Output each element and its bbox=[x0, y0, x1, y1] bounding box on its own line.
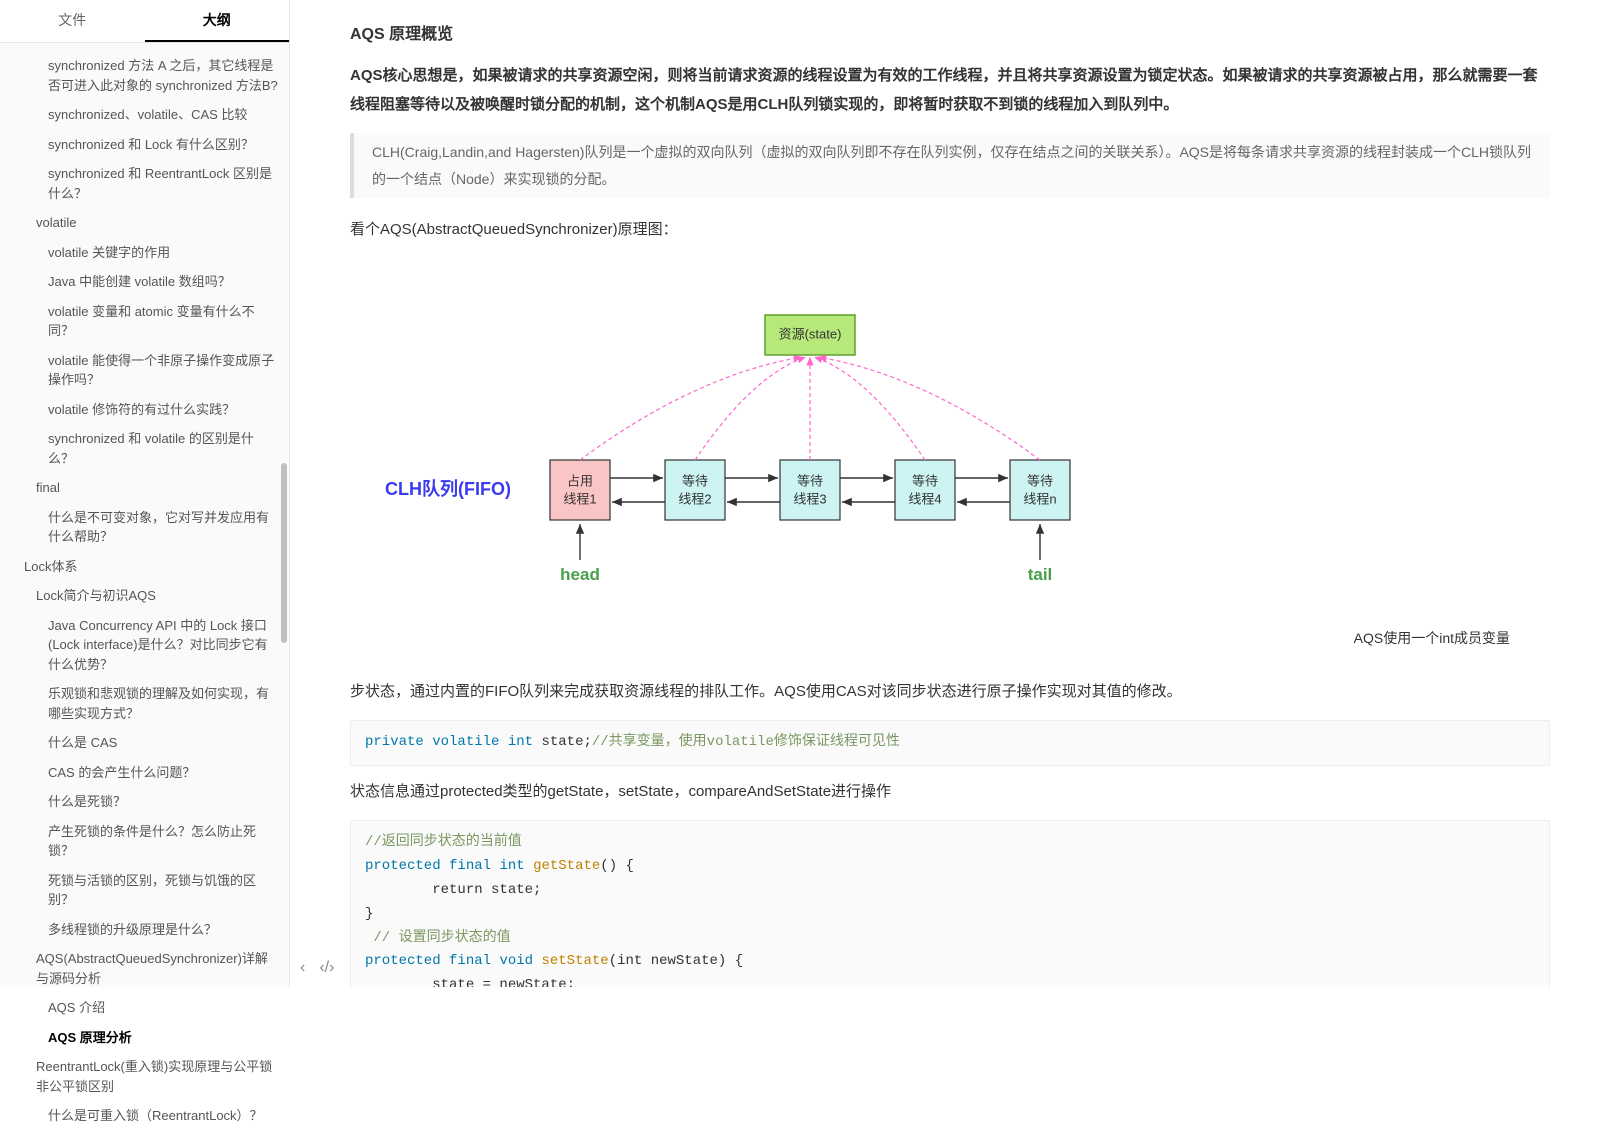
outline-item[interactable]: volatile 关键字的作用 bbox=[8, 238, 289, 268]
clh-quote: CLH(Craig,Landin,and Hagersten)队列是一个虚拟的双… bbox=[350, 133, 1550, 198]
head-node bbox=[550, 460, 610, 520]
node-line1: 等待 bbox=[1027, 473, 1053, 488]
outline-item[interactable]: synchronized 和 volatile 的区别是什么？ bbox=[8, 424, 289, 473]
outline-item[interactable]: 死锁与活锁的区别，死锁与饥饿的区别？ bbox=[8, 866, 289, 915]
outline-item[interactable]: 什么是可重入锁（ReentrantLock）？ bbox=[8, 1101, 289, 1131]
outline-item[interactable]: 乐观锁和悲观锁的理解及如何实现，有哪些实现方式？ bbox=[8, 679, 289, 728]
state-ref-arrow bbox=[818, 357, 1040, 460]
tail-label: tail bbox=[1028, 565, 1053, 584]
tab-outline[interactable]: 大纲 bbox=[145, 0, 290, 42]
outline-item[interactable]: Java 中能创建 volatile 数组吗？ bbox=[8, 267, 289, 297]
head-label: head bbox=[560, 565, 600, 584]
outline-item[interactable]: volatile bbox=[8, 208, 289, 238]
aqs-diagram: 资源(state) CLH队列(FIFO) 占用线程1 等待线程2 等待线程3 等待线程4… bbox=[350, 285, 1550, 648]
state-label: 资源(state) bbox=[779, 326, 842, 341]
outline-item[interactable]: 多线程锁的升级原理是什么？ bbox=[8, 915, 289, 945]
outline-item[interactable]: synchronized、volatile、CAS 比较 bbox=[8, 100, 289, 130]
node-line2: 线程1 bbox=[563, 491, 596, 506]
outline-item[interactable]: synchronized 方法 A 之后，其它线程是否可进入此对象的 synch… bbox=[8, 51, 289, 100]
code-block-state-methods: //返回同步状态的当前值 protected final int getStat… bbox=[350, 820, 1550, 987]
diagram-right-caption: AQS使用一个int成员变量 bbox=[350, 628, 1550, 648]
paragraph-fifo: 步状态，通过内置的FIFO队列来完成获取资源线程的排队工作。AQS使用CAS对该… bbox=[350, 678, 1550, 707]
bottom-nav: ‹ ‹/› bbox=[300, 959, 334, 977]
outline-item[interactable]: ReentrantLock(重入锁)实现原理与公平锁非公平锁区别 bbox=[8, 1052, 289, 1101]
wait-node bbox=[780, 460, 840, 520]
wait-node bbox=[895, 460, 955, 520]
outline-item[interactable]: volatile 能使得一个非原子操作变成原子操作吗？ bbox=[8, 346, 289, 395]
node-line1: 等待 bbox=[682, 473, 708, 488]
state-ref-arrow bbox=[580, 357, 802, 460]
outline-item[interactable]: Lock简介与初识AQS bbox=[8, 581, 289, 611]
outline-item[interactable]: volatile 变量和 atomic 变量有什么不同？ bbox=[8, 297, 289, 346]
paragraph-state-ops: 状态信息通过protected类型的getState，setState，comp… bbox=[350, 778, 1550, 807]
node-line2: 线程n bbox=[1023, 491, 1056, 506]
node-line1: 等待 bbox=[912, 473, 938, 488]
wait-node bbox=[1010, 460, 1070, 520]
outline-item[interactable]: synchronized 和 Lock 有什么区别？ bbox=[8, 130, 289, 160]
outline-item[interactable]: AQS 介绍 bbox=[8, 993, 289, 1023]
outline-item[interactable]: 什么是死锁？ bbox=[8, 787, 289, 817]
outline-item[interactable]: AQS 原理分析 bbox=[8, 1023, 289, 1053]
scrollbar-thumb[interactable] bbox=[281, 463, 287, 643]
outline-item[interactable]: volatile 修饰符的有过什么实践？ bbox=[8, 395, 289, 425]
node-line2: 线程2 bbox=[678, 491, 711, 506]
outline-item[interactable]: 什么是不可变对象，它对写并发应用有什么帮助？ bbox=[8, 503, 289, 552]
nav-code-icon[interactable]: ‹/› bbox=[319, 959, 334, 977]
main-content: AQS 原理概览 AQS核心思想是，如果被请求的共享资源空闲，则将当前请求资源的… bbox=[290, 0, 1614, 987]
code-block-state-decl: private volatile int state;//共享变量，使用vola… bbox=[350, 720, 1550, 766]
state-ref-arrow bbox=[695, 357, 806, 460]
node-line1: 等待 bbox=[797, 473, 823, 488]
clh-label: CLH队列(FIFO) bbox=[385, 478, 511, 499]
outline-item[interactable]: synchronized 和 ReentrantLock 区别是什么？ bbox=[8, 159, 289, 208]
aqs-svg: 资源(state) CLH队列(FIFO) 占用线程1 等待线程2 等待线程3 等待线程4… bbox=[350, 285, 1250, 625]
outline-list: synchronized 方法 A 之后，其它线程是否可进入此对象的 synch… bbox=[0, 43, 289, 1139]
outline-item[interactable]: 什么是 CAS bbox=[8, 728, 289, 758]
state-ref-arrow bbox=[814, 357, 925, 460]
outline-item[interactable]: CAS 的会产生什么问题？ bbox=[8, 758, 289, 788]
paragraph-see-diagram: 看个AQS(AbstractQueuedSynchronizer)原理图： bbox=[350, 216, 1550, 245]
sidebar-tabs: 文件 大纲 bbox=[0, 0, 289, 43]
section-title: AQS 原理概览 bbox=[350, 20, 1550, 44]
wait-node bbox=[665, 460, 725, 520]
outline-item[interactable]: AQS(AbstractQueuedSynchronizer)详解与源码分析 bbox=[8, 944, 289, 993]
outline-item[interactable]: Java Concurrency API 中的 Lock 接口(Lock int… bbox=[8, 611, 289, 680]
outline-item[interactable]: 产生死锁的条件是什么？怎么防止死锁？ bbox=[8, 817, 289, 866]
tab-file[interactable]: 文件 bbox=[0, 0, 145, 42]
nav-back-icon[interactable]: ‹ bbox=[300, 959, 305, 977]
node-line1: 占用 bbox=[567, 473, 593, 488]
outline-item[interactable]: Lock体系 bbox=[8, 552, 289, 582]
node-line2: 线程3 bbox=[793, 491, 826, 506]
node-line2: 线程4 bbox=[908, 491, 941, 506]
paragraph-core-idea: AQS核心思想是，如果被请求的共享资源空闲，则将当前请求资源的线程设置为有效的工… bbox=[350, 62, 1550, 119]
outline-item[interactable]: final bbox=[8, 473, 289, 503]
